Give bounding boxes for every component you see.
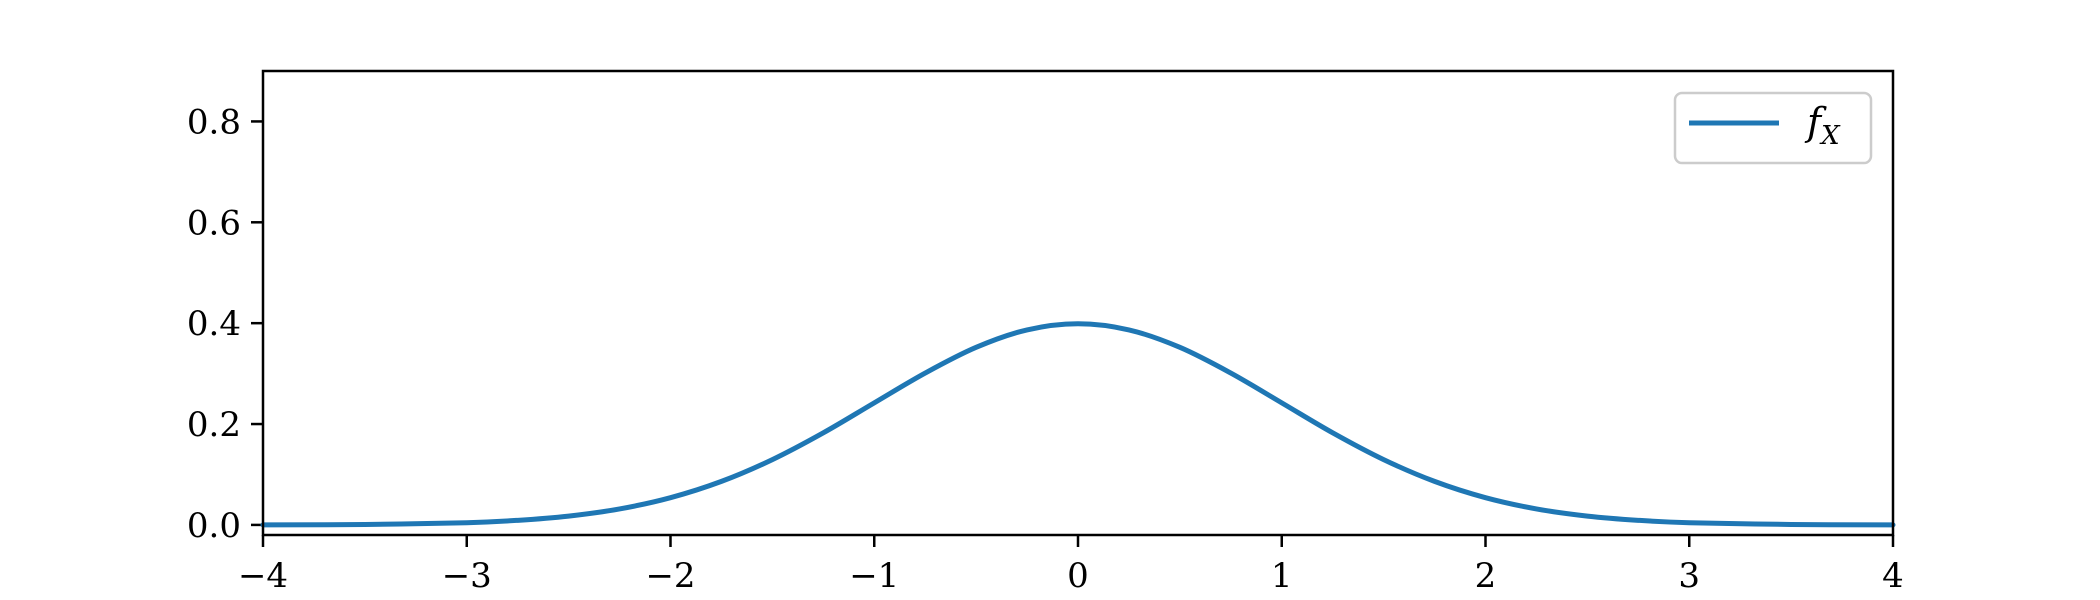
x-tick-label: 2 xyxy=(1475,556,1497,596)
y-tick-label: 0.0 xyxy=(187,506,241,546)
x-tick-label: 0 xyxy=(1067,556,1089,596)
y-axis-ticks: 0.0 0.2 0.4 0.6 0.8 xyxy=(187,102,263,546)
legend-label-subscript: X xyxy=(1819,121,1841,151)
y-tick-label: 0.4 xyxy=(187,304,241,344)
x-tick-label: −1 xyxy=(849,556,899,596)
x-tick-label: −3 xyxy=(442,556,492,596)
series-line-f-x xyxy=(260,321,1896,528)
x-tick-label: −2 xyxy=(645,556,695,596)
x-tick-label: 1 xyxy=(1271,556,1293,596)
x-tick-label: 4 xyxy=(1882,556,1904,596)
y-tick-label: 0.6 xyxy=(187,203,241,243)
x-tick-label: −4 xyxy=(238,556,288,596)
y-tick-label: 0.2 xyxy=(187,405,241,445)
x-axis-ticks: −4 −3 −2 −1 0 1 2 3 4 xyxy=(238,535,1904,596)
y-tick-label: 0.8 xyxy=(187,102,241,142)
plot-frame xyxy=(261,69,1895,537)
legend: fX xyxy=(1673,91,1873,165)
x-tick-label: 3 xyxy=(1678,556,1700,596)
legend-box xyxy=(1673,91,1873,165)
